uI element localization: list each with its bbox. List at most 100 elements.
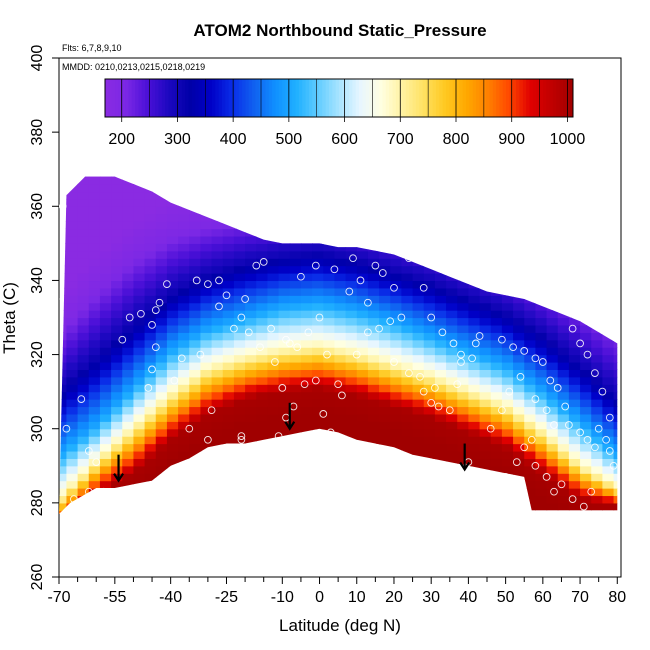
heatmap-cell [479,458,492,467]
heatmap-cell [602,339,615,348]
heatmap-cell [166,458,179,467]
heatmap-cell [222,250,235,259]
heatmap-cell [189,369,202,378]
sample-point [486,424,495,433]
heatmap-cell [88,473,101,482]
heatmap-cell [423,361,436,370]
colorbar-cell [292,79,297,117]
heatmap-cell [133,213,146,222]
heatmap-cell [568,421,581,430]
heatmap-cell [155,354,168,363]
heatmap-cell [300,317,313,326]
heatmap-cell [524,339,536,348]
heatmap-cell [133,384,146,393]
heatmap-cell [59,384,68,393]
heatmap-cell [568,502,581,511]
sample-point [378,269,387,277]
heatmap-cell [233,287,246,296]
heatmap-cell [524,406,536,415]
heatmap-cell [66,235,79,244]
heatmap-cell [501,428,514,437]
x-tick-label: -40 [159,589,182,606]
heatmap-cell [524,369,536,378]
heatmap-cell [535,473,548,482]
heatmap-cell [312,250,324,259]
colorbar-cell [315,79,320,117]
x-tick-label: 20 [385,589,403,606]
heatmap-cell [367,310,380,319]
heatmap-cell [289,413,302,422]
colorbar-cell [255,79,260,117]
heatmap-cell [122,243,135,252]
sample-point [390,283,398,292]
heatmap-cell [535,376,548,385]
heatmap-cell [88,347,101,356]
heatmap-cell [77,280,90,289]
heatmap-cell [88,421,101,430]
heatmap-cell [367,369,380,378]
heatmap-cell [66,347,79,356]
heatmap-cell [535,421,548,430]
heatmap-cell [580,332,592,341]
colorbar-cell [335,79,340,117]
heatmap-cell [423,428,436,437]
heatmap-cell [479,295,492,304]
heatmap-cell [256,339,269,348]
heatmap-cell [546,339,559,348]
heatmap-cell [222,280,235,289]
sample-point [594,424,603,433]
sample-point [609,461,618,470]
heatmap-cell [356,421,369,430]
colorbar-cell [355,79,360,117]
heatmap-cell [312,369,324,378]
heatmap-cell [457,310,470,319]
heatmap-cell [300,295,313,304]
heatmap-cell [166,317,179,326]
heatmap-cell [155,258,168,267]
heatmap-cell [99,295,112,304]
heatmap-cell [77,235,90,244]
colorbar-cell [382,79,387,117]
heatmap-cell [200,324,213,333]
heatmap-cell [557,421,570,430]
heatmap-cell [401,317,414,326]
heatmap-cell [144,384,157,393]
heatmap-cell [222,399,235,408]
heatmap-cell [591,399,603,408]
heatmap-cell [122,258,135,267]
heatmap-cell [59,465,68,474]
heatmap-cell [99,213,112,222]
heatmap-cell [122,421,135,430]
heatmap-cell [490,384,503,393]
heatmap-cell [66,480,79,489]
heatmap-cell [557,428,570,437]
heatmap-cell [580,339,592,348]
heatmap-cell [379,287,391,296]
heatmap-cell [334,243,347,252]
heatmap-cell [144,458,157,467]
colorbar-cell [161,79,166,117]
sample-point [137,309,145,318]
heatmap-cell [490,391,503,400]
heatmap-cell [133,413,146,422]
heatmap-cell [513,436,525,445]
heatmap-cell [312,376,324,385]
heatmap-cell [457,399,470,408]
colorbar-cell [222,79,226,117]
heatmap-cell [211,354,224,363]
heatmap-cell [524,465,536,474]
heatmap-cell [289,421,302,430]
heatmap-cell [401,354,414,363]
heatmap-cell [524,354,536,363]
heatmap-cell [557,413,570,422]
heatmap-cell [245,391,257,400]
heatmap-cell [613,458,618,467]
heatmap-cell [434,310,447,319]
heatmap-cell [178,265,190,274]
colorbar-cell [542,79,547,117]
heatmap-cell [189,287,202,296]
heatmap-cell [323,302,336,311]
heatmap-cell [446,347,458,356]
heatmap-cell [77,213,90,222]
heatmap-cell [278,258,291,267]
